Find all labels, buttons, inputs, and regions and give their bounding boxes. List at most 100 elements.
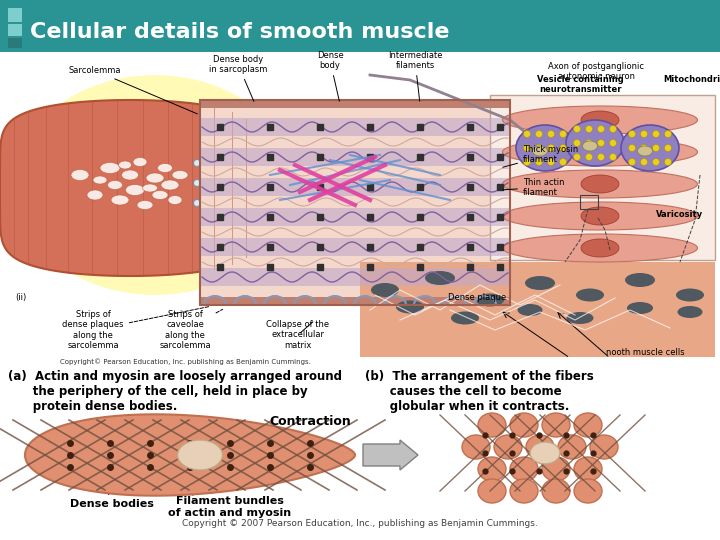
- Text: Copyright© Pearson Education, Inc. publishing as Benjamin Cummings.: Copyright© Pearson Education, Inc. publi…: [60, 358, 310, 365]
- Ellipse shape: [371, 283, 399, 297]
- Bar: [580, 195, 598, 209]
- Ellipse shape: [547, 145, 554, 152]
- Ellipse shape: [122, 170, 138, 180]
- Text: Strips of
caveolae
along the
sarcolemma: Strips of caveolae along the sarcolemma: [159, 309, 222, 350]
- Ellipse shape: [665, 159, 672, 165]
- Bar: [200, 118, 510, 136]
- Ellipse shape: [598, 153, 605, 160]
- Ellipse shape: [503, 202, 698, 230]
- Text: Vesicle containing
neurotransmitter: Vesicle containing neurotransmitter: [536, 75, 624, 94]
- Ellipse shape: [542, 413, 570, 437]
- Ellipse shape: [558, 435, 586, 459]
- Ellipse shape: [536, 131, 542, 138]
- Ellipse shape: [629, 131, 636, 138]
- Text: Cellular details of smooth muscle: Cellular details of smooth muscle: [30, 22, 449, 42]
- Ellipse shape: [530, 442, 560, 464]
- Ellipse shape: [158, 164, 173, 172]
- FancyArrow shape: [363, 440, 418, 470]
- Text: Thin actin
filament: Thin actin filament: [503, 178, 564, 197]
- Text: Collapse of the
extracellular
matrix: Collapse of the extracellular matrix: [266, 320, 330, 350]
- Ellipse shape: [627, 302, 653, 314]
- Ellipse shape: [582, 141, 598, 151]
- Text: Mitochondrion: Mitochondrion: [664, 75, 720, 84]
- Text: Dense plaque: Dense plaque: [448, 293, 506, 302]
- Ellipse shape: [194, 159, 200, 166]
- Ellipse shape: [641, 159, 647, 165]
- Text: Contraction: Contraction: [269, 415, 351, 428]
- Text: (b)  The arrangement of the fibers
      causes the cell to become
      globula: (b) The arrangement of the fibers causes…: [365, 370, 594, 413]
- Ellipse shape: [581, 239, 619, 257]
- Ellipse shape: [194, 179, 200, 186]
- Ellipse shape: [503, 170, 698, 198]
- Ellipse shape: [652, 131, 660, 138]
- Ellipse shape: [625, 273, 655, 287]
- Ellipse shape: [93, 176, 107, 184]
- Bar: [8, 8, 22, 22]
- Ellipse shape: [641, 145, 647, 152]
- Ellipse shape: [585, 139, 593, 146]
- Text: Axon of postganglionic
autonomic neuron: Axon of postganglionic autonomic neuron: [548, 62, 644, 82]
- Bar: [200, 148, 510, 166]
- Ellipse shape: [523, 145, 531, 152]
- Text: nooth muscle cells: nooth muscle cells: [606, 348, 684, 357]
- Ellipse shape: [71, 170, 89, 180]
- Ellipse shape: [665, 145, 672, 152]
- Ellipse shape: [678, 306, 703, 318]
- Ellipse shape: [621, 125, 679, 171]
- Ellipse shape: [87, 190, 103, 200]
- Ellipse shape: [652, 145, 660, 152]
- Ellipse shape: [637, 146, 652, 156]
- Bar: [0, 0, 720, 52]
- Ellipse shape: [107, 180, 122, 190]
- Text: Strips of
dense plaques
along the
sarcolemma: Strips of dense plaques along the sarcol…: [62, 307, 210, 350]
- Ellipse shape: [523, 131, 531, 138]
- Bar: [200, 100, 510, 305]
- Ellipse shape: [536, 145, 542, 152]
- Ellipse shape: [574, 479, 602, 503]
- Ellipse shape: [610, 153, 616, 160]
- Text: Copyright © 2007 Pearson Education, Inc., publishing as Benjamin Cummings.: Copyright © 2007 Pearson Education, Inc.…: [182, 519, 538, 528]
- Ellipse shape: [137, 200, 153, 210]
- Ellipse shape: [494, 435, 522, 459]
- Text: Sarcolemma: Sarcolemma: [68, 66, 197, 114]
- Ellipse shape: [576, 288, 604, 301]
- Text: Intermediate
filaments: Intermediate filaments: [388, 51, 442, 101]
- Ellipse shape: [133, 158, 147, 166]
- Polygon shape: [0, 100, 260, 276]
- Ellipse shape: [590, 435, 618, 459]
- Ellipse shape: [610, 139, 616, 146]
- Bar: [8, 38, 22, 48]
- Ellipse shape: [425, 271, 455, 285]
- Ellipse shape: [581, 207, 619, 225]
- Text: Filament bundles
of actin and myosin: Filament bundles of actin and myosin: [168, 496, 292, 518]
- Bar: [360, 262, 715, 357]
- Ellipse shape: [598, 125, 605, 132]
- Bar: [200, 100, 510, 108]
- Ellipse shape: [567, 312, 593, 324]
- Ellipse shape: [665, 131, 672, 138]
- Ellipse shape: [574, 413, 602, 437]
- Ellipse shape: [518, 304, 542, 316]
- Ellipse shape: [478, 479, 506, 503]
- Ellipse shape: [172, 171, 188, 179]
- Text: Dense
body: Dense body: [317, 51, 343, 102]
- Ellipse shape: [152, 191, 168, 199]
- Ellipse shape: [547, 131, 554, 138]
- Text: (a)  Actin and myosin are loosely arranged around
      the periphery of the cel: (a) Actin and myosin are loosely arrange…: [8, 370, 342, 413]
- Ellipse shape: [146, 173, 164, 183]
- Ellipse shape: [119, 161, 132, 169]
- Ellipse shape: [610, 125, 616, 132]
- Ellipse shape: [542, 479, 570, 503]
- Ellipse shape: [111, 195, 129, 205]
- Ellipse shape: [641, 131, 647, 138]
- Ellipse shape: [581, 143, 619, 161]
- Polygon shape: [25, 414, 355, 496]
- Ellipse shape: [194, 199, 200, 206]
- Ellipse shape: [547, 159, 554, 165]
- Ellipse shape: [536, 159, 542, 165]
- Ellipse shape: [161, 180, 179, 190]
- Bar: [200, 178, 510, 196]
- Ellipse shape: [574, 125, 580, 132]
- Ellipse shape: [581, 111, 619, 129]
- Bar: [200, 100, 510, 305]
